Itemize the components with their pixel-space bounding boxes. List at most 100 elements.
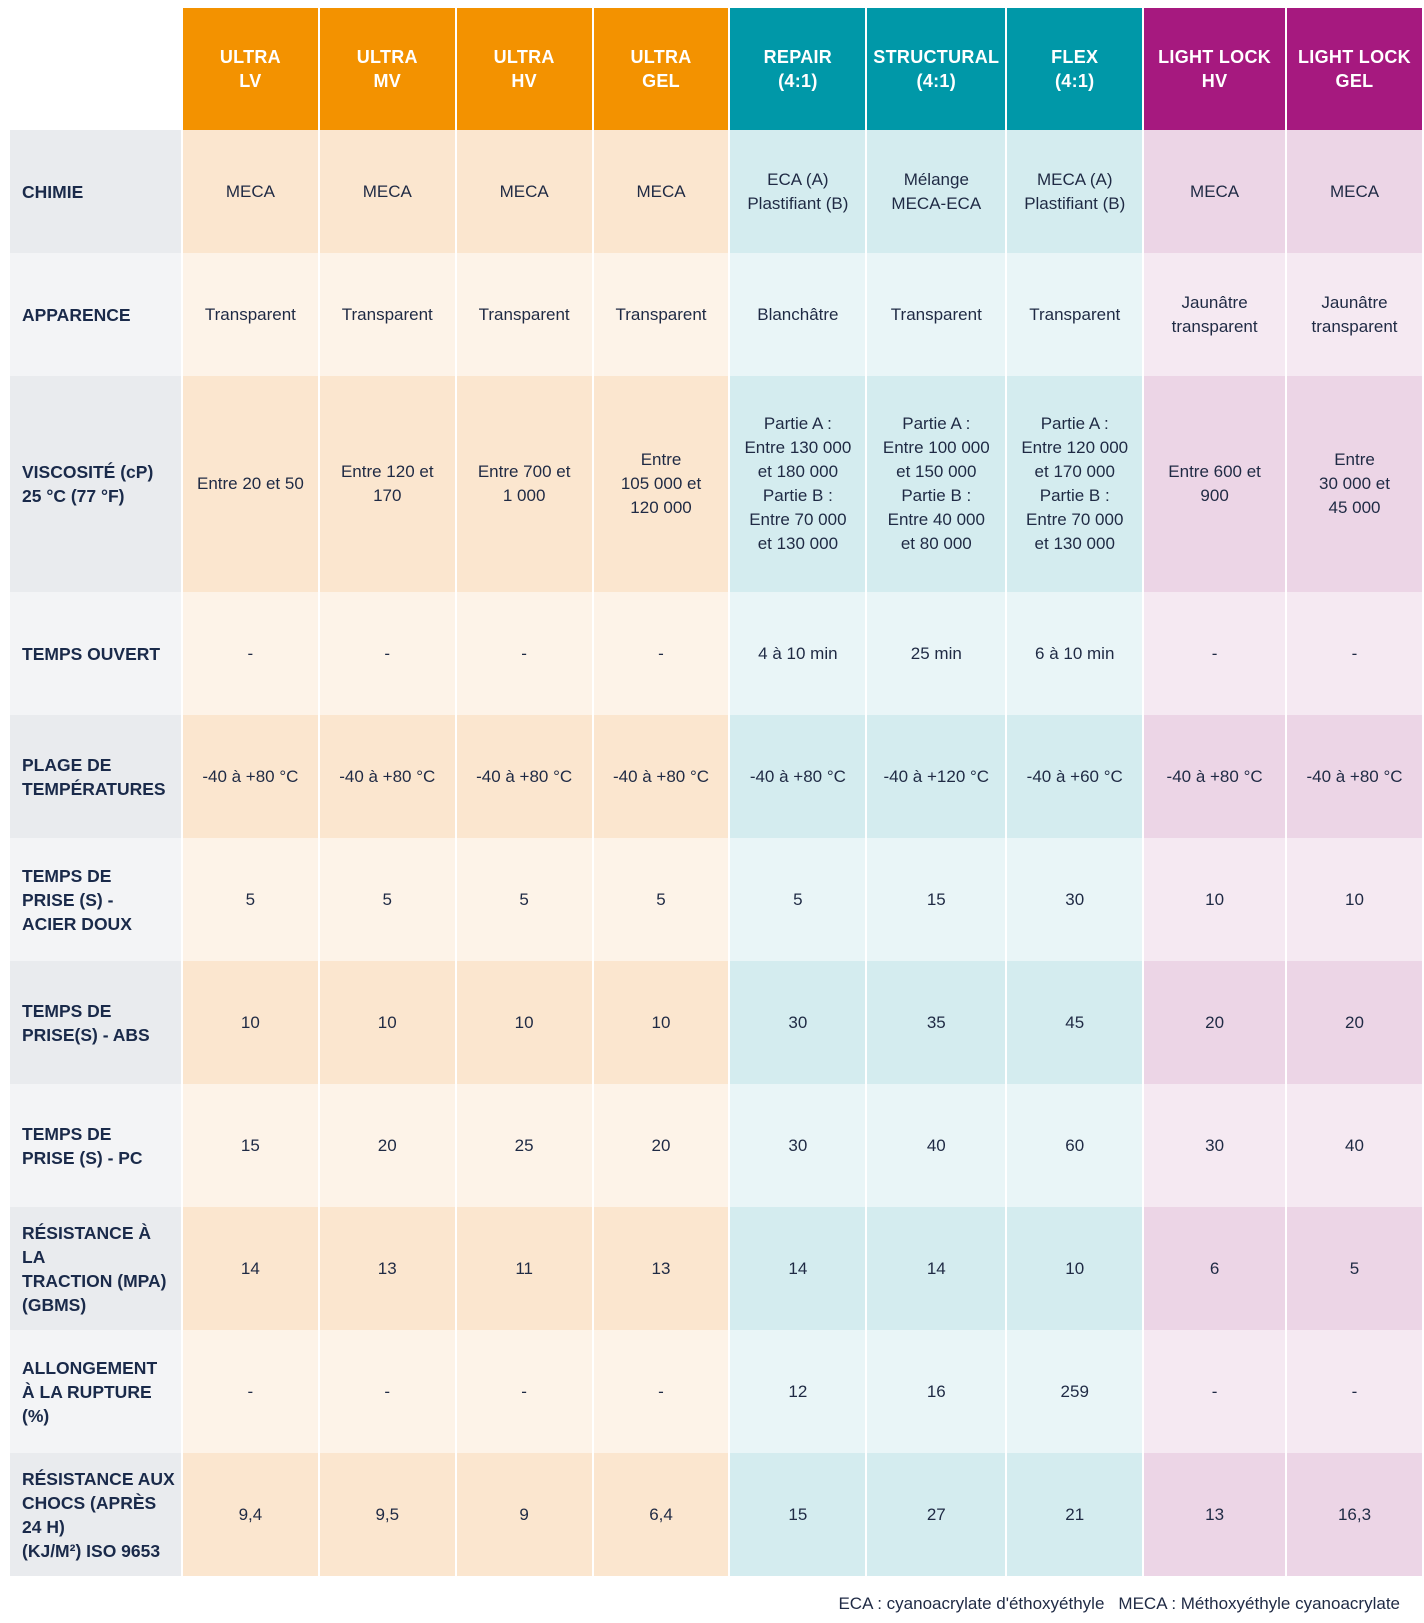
- table-cell: Mélange MECA-ECA: [867, 130, 1006, 253]
- table-row: TEMPS DE PRISE(S) - ABS 10 10 10 10 30 35 45 20 2…: [10, 961, 1422, 1084]
- column-header: FLEX (4:1): [1007, 8, 1143, 130]
- table-cell: 6,4: [593, 1453, 729, 1576]
- table-cell: 9,4: [182, 1453, 318, 1576]
- table-cell: 12: [730, 1330, 866, 1453]
- table-cell: 5: [730, 838, 866, 961]
- table-cell: 20: [1144, 961, 1286, 1084]
- row-label: CHIMIE: [10, 130, 181, 253]
- table-cell: 16,3: [1287, 1453, 1422, 1576]
- table-cell: Transparent: [1007, 253, 1143, 376]
- table-cell: 21: [1007, 1453, 1143, 1576]
- table-cell: -40 à +80 °C: [182, 715, 318, 838]
- column-header: LIGHT LOCK HV: [1144, 8, 1286, 130]
- table-cell: 5: [182, 838, 318, 961]
- row-label: TEMPS DE PRISE(S) - ABS: [10, 961, 181, 1084]
- table-cell: 16: [867, 1330, 1006, 1453]
- table-cell: 20: [319, 1084, 455, 1207]
- table-cell: Entre 105 000 et 120 000: [593, 376, 729, 592]
- table-cell: 11: [456, 1207, 592, 1330]
- column-header: STRUCTURAL (4:1): [867, 8, 1006, 130]
- table-cell: Transparent: [593, 253, 729, 376]
- table-cell: 60: [1007, 1084, 1143, 1207]
- table-cell: 40: [1287, 1084, 1422, 1207]
- table-cell: -40 à +80 °C: [319, 715, 455, 838]
- table-cell: 15: [182, 1084, 318, 1207]
- table-cell: 20: [1287, 961, 1422, 1084]
- table-cell: -: [1144, 592, 1286, 715]
- table-cell: -: [182, 592, 318, 715]
- table-cell: 5: [593, 838, 729, 961]
- row-label: RÉSISTANCE À LA TRACTION (MPA) (GBMS): [10, 1207, 181, 1330]
- table-row: TEMPS DE PRISE (S) - ACIER DOUX 5 5 5 5 5 15 30…: [10, 838, 1422, 961]
- table-cell: 30: [1007, 838, 1143, 961]
- table-cell: 6 à 10 min: [1007, 592, 1143, 715]
- table-row: CHIMIE MECA MECA MECA MECA ECA (A) Plastifian…: [10, 130, 1422, 253]
- table-cell: 9,5: [319, 1453, 455, 1576]
- table-cell: -: [1287, 592, 1422, 715]
- footnote-eca: ECA : cyanoacrylate d'éthoxyéthyle: [838, 1594, 1105, 1613]
- column-header: ULTRA HV: [456, 8, 592, 130]
- row-label: TEMPS DE PRISE (S) - PC: [10, 1084, 181, 1207]
- table-cell: 25: [456, 1084, 592, 1207]
- table-cell: 13: [593, 1207, 729, 1330]
- table-cell: -40 à +80 °C: [593, 715, 729, 838]
- table-cell: 13: [1144, 1453, 1286, 1576]
- table-cell: -: [593, 1330, 729, 1453]
- table-row: ALLONGEMENT À LA RUPTURE (%) - - - -12 16 259-…: [10, 1330, 1422, 1453]
- table-cell: 45: [1007, 961, 1143, 1084]
- row-label: APPARENCE: [10, 253, 181, 376]
- table-cell: 15: [867, 838, 1006, 961]
- row-label: VISCOSITÉ (cP) 25 °C (77 °F): [10, 376, 181, 592]
- table-cell: Transparent: [867, 253, 1006, 376]
- table-cell: MECA: [593, 130, 729, 253]
- table-row: TEMPS DE PRISE (S) - PC 15 20 25 20 30 40 60 30 4…: [10, 1084, 1422, 1207]
- table-cell: 40: [867, 1084, 1006, 1207]
- table-cell: 10: [456, 961, 592, 1084]
- table-cell: 30: [1144, 1084, 1286, 1207]
- table-cell: 4 à 10 min: [730, 592, 866, 715]
- table-cell: 14: [867, 1207, 1006, 1330]
- table-cell: 20: [593, 1084, 729, 1207]
- table-cell: Transparent: [182, 253, 318, 376]
- table-cell: -: [1144, 1330, 1286, 1453]
- table-cell: 10: [1007, 1207, 1143, 1330]
- table-cell: -40 à +60 °C: [1007, 715, 1143, 838]
- table-cell: Entre 700 et 1 000: [456, 376, 592, 592]
- table-cell: 10: [1144, 838, 1286, 961]
- table-cell: -: [182, 1330, 318, 1453]
- table-cell: MECA: [319, 130, 455, 253]
- table-cell: 5: [1287, 1207, 1422, 1330]
- table-row: RÉSISTANCE À LA TRACTION (MPA) (GBMS) 14 1…: [10, 1207, 1422, 1330]
- table-row: APPARENCE Transparent Transparent Transpare…: [10, 253, 1422, 376]
- table-cell: 13: [319, 1207, 455, 1330]
- table-cell: 30: [730, 1084, 866, 1207]
- table-cell: 14: [182, 1207, 318, 1330]
- table-cell: -: [319, 592, 455, 715]
- table-body: CHIMIE MECA MECA MECA MECA ECA (A) Plastifian…: [10, 130, 1422, 1576]
- table-cell: 5: [456, 838, 592, 961]
- column-header: LIGHT LOCK GEL: [1287, 8, 1422, 130]
- table-cell: Entre 20 et 50: [182, 376, 318, 592]
- row-label: TEMPS DE PRISE (S) - ACIER DOUX: [10, 838, 181, 961]
- table-cell: -: [319, 1330, 455, 1453]
- table-cell: -40 à +80 °C: [1144, 715, 1286, 838]
- column-header: ULTRA MV: [319, 8, 455, 130]
- header-row: ULTRA LV ULTRA MV ULTRA HV ULTRA GEL REPAIR …: [10, 8, 1422, 130]
- table-cell: 14: [730, 1207, 866, 1330]
- column-header: REPAIR (4:1): [730, 8, 866, 130]
- footnote: ECA : cyanoacrylate d'éthoxyéthyle MECA :…: [838, 1594, 1400, 1614]
- table-cell: Partie A : Entre 100 000 et 150 000 Part…: [867, 376, 1006, 592]
- table-cell: Entre 30 000 et 45 000: [1287, 376, 1422, 592]
- table-cell: Entre 600 et 900: [1144, 376, 1286, 592]
- table-cell: 5: [319, 838, 455, 961]
- table-row: VISCOSITÉ (cP) 25 °C (77 °F) Entre 20 et …: [10, 376, 1422, 592]
- table-cell: -: [456, 592, 592, 715]
- table-row: RÉSISTANCE AUX CHOCS (APRÈS 24 H) (KJ/M²…: [10, 1453, 1422, 1576]
- row-label: ALLONGEMENT À LA RUPTURE (%): [10, 1330, 181, 1453]
- table-cell: MECA: [182, 130, 318, 253]
- table-cell: 15: [730, 1453, 866, 1576]
- table-cell: 6: [1144, 1207, 1286, 1330]
- table-cell: Partie A : Entre 130 000 et 180 000 Part…: [730, 376, 866, 592]
- table-cell: MECA (A) Plastifiant (B): [1007, 130, 1143, 253]
- table-cell: Blanchâtre: [730, 253, 866, 376]
